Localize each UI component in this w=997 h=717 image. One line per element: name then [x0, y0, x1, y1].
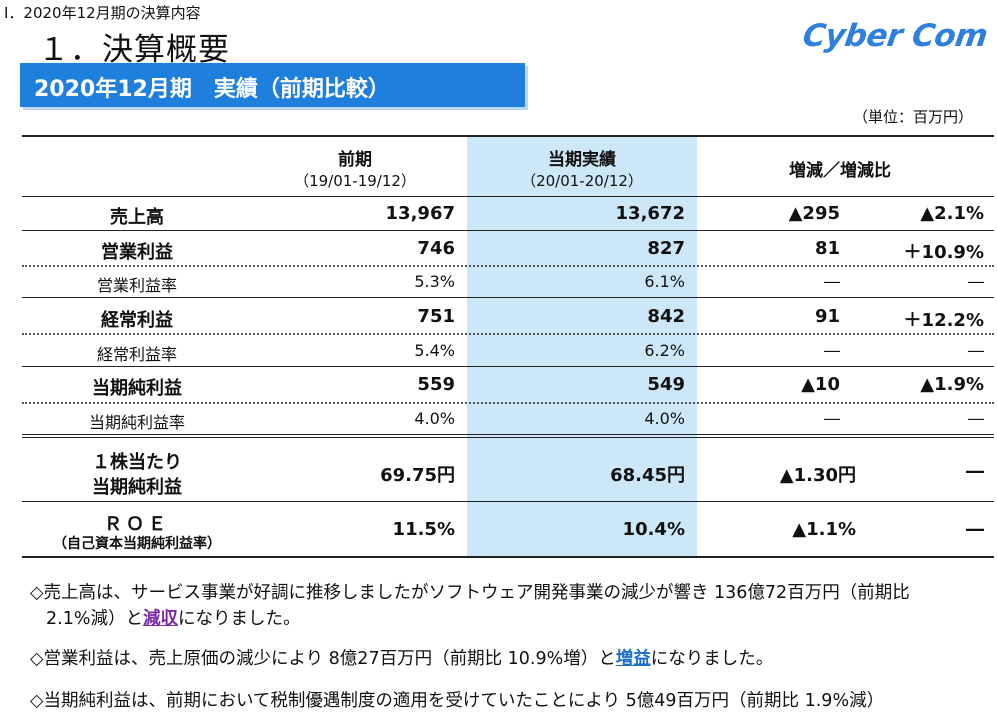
cell-ratio: ― — [968, 409, 984, 428]
row-label-net-income: 当期純利益 — [92, 378, 182, 399]
row-label-ordinary-profit: 経常利益 — [101, 310, 173, 331]
cell-prev: 746 — [417, 238, 455, 259]
company-logo: Cyber Com — [800, 18, 990, 54]
cell-ratio: ▲1.9% — [920, 374, 984, 395]
row-divider — [22, 230, 994, 231]
header-divider — [22, 196, 994, 197]
cell-prev: 559 — [417, 374, 455, 395]
cell-ratio: ― — [966, 519, 984, 540]
cell-ratio: ― — [968, 341, 984, 360]
diff-column-header: 増減／増減比 — [789, 161, 891, 181]
current-period-highlight — [467, 136, 697, 556]
cell-curr: 4.0% — [644, 409, 685, 428]
cell-prev: 11.5% — [392, 519, 455, 540]
page-title: １．決算概要 — [38, 32, 230, 68]
cell-diff: ― — [824, 341, 840, 360]
row-label-roe-sub: （自己資本当期純利益率） — [53, 536, 221, 552]
title-banner: 2020年12月期 実績（前期比較） — [20, 63, 525, 107]
cell-diff: 81 — [814, 238, 840, 259]
cell-curr: 6.2% — [644, 341, 685, 360]
row-label-net-margin: 当期純利益率 — [88, 413, 185, 432]
cell-diff: ▲1.1% — [792, 519, 856, 540]
cell-curr: 6.1% — [644, 272, 685, 291]
cell-ratio: ＋10.9% — [903, 242, 984, 263]
row-label-sales: 売上高 — [110, 207, 164, 228]
keyword-revenue-decrease: 減収 — [142, 609, 178, 629]
row-divider-dotted — [22, 402, 994, 404]
note-net-text: ◇当期純利益は、前期において税制優遇制度の適用を受けていたことにより 5億49百… — [30, 691, 885, 711]
cell-diff: ― — [824, 272, 840, 291]
cell-curr: 842 — [647, 306, 685, 327]
current-column-header: 当期実績 — [548, 150, 616, 170]
prev-column-header: 前期 — [338, 150, 372, 170]
cell-diff: ▲1.30円 — [779, 465, 856, 486]
row-divider — [22, 501, 994, 502]
cell-prev: 751 — [417, 306, 455, 327]
cell-ratio: ▲2.1% — [920, 203, 984, 224]
cell-ratio: ＋12.2% — [903, 310, 984, 331]
keyword-profit-increase: 増益 — [615, 649, 651, 669]
row-divider — [22, 297, 994, 298]
current-column-period: （20/01-20/12） — [521, 172, 643, 190]
cell-diff: ― — [824, 409, 840, 428]
cell-curr: 549 — [647, 374, 685, 395]
cell-curr: 10.4% — [622, 519, 685, 540]
cell-curr: 827 — [647, 238, 685, 259]
note-sales-text-2: 2.1%減）と — [46, 609, 143, 629]
note-sales: ◇売上高は、サービス事業が好調に推移しましたがソフトウェア開発事業の減少が響き … — [30, 580, 990, 632]
cell-diff: 91 — [814, 306, 840, 327]
cell-prev: 4.0% — [414, 409, 455, 428]
table-bottom-border — [22, 556, 994, 558]
note-op-text: ◇営業利益は、売上原価の減少により 8億27百万円（前期比 10.9%増）と — [30, 649, 616, 669]
row-divider-dotted — [22, 265, 994, 267]
cell-prev: 5.4% — [414, 341, 455, 360]
row-label-roe: ＲＯＥ — [104, 514, 170, 535]
banner-title: 2020年12月期 実績（前期比較） — [34, 77, 390, 102]
row-label-eps-line1: １株当たり — [92, 452, 182, 473]
row-label-eps-line2: 当期純利益 — [92, 477, 182, 498]
cell-ratio: ― — [966, 461, 984, 482]
cell-curr: 68.45円 — [610, 465, 685, 486]
unit-label: （単位：百万円） — [852, 108, 973, 126]
cell-diff: ▲295 — [788, 203, 840, 224]
row-label-ordinary-margin: 経常利益率 — [96, 345, 177, 364]
note-op-text-2: になりました。 — [650, 649, 774, 669]
section-heading: Ⅰ．2020年12月期の決算内容 — [4, 4, 201, 22]
note-sales-text-3: になりました。 — [177, 609, 301, 629]
cell-ratio: ― — [968, 272, 984, 291]
row-divider — [22, 366, 994, 367]
row-label-operating-profit: 営業利益 — [101, 242, 173, 263]
row-divider-dotted — [22, 333, 994, 335]
table-top-border — [22, 135, 994, 137]
row-label-operating-margin: 営業利益率 — [96, 276, 177, 295]
cell-curr: 13,672 — [615, 203, 685, 224]
cell-prev: 5.3% — [414, 272, 455, 291]
prev-column-period: （19/01-19/12） — [294, 172, 416, 190]
cell-diff: ▲10 — [801, 374, 840, 395]
note-operating-profit: ◇営業利益は、売上原価の減少により 8億27百万円（前期比 10.9%増）と増益… — [30, 646, 990, 672]
note-sales-text: ◇売上高は、サービス事業が好調に推移しましたがソフトウェア開発事業の減少が響き … — [30, 583, 910, 603]
cell-prev: 69.75円 — [380, 465, 455, 486]
note-net-income: ◇当期純利益は、前期において税制優遇制度の適用を受けていたことにより 5億49百… — [30, 688, 990, 714]
cell-prev: 13,967 — [385, 203, 455, 224]
section-double-divider — [22, 434, 994, 438]
